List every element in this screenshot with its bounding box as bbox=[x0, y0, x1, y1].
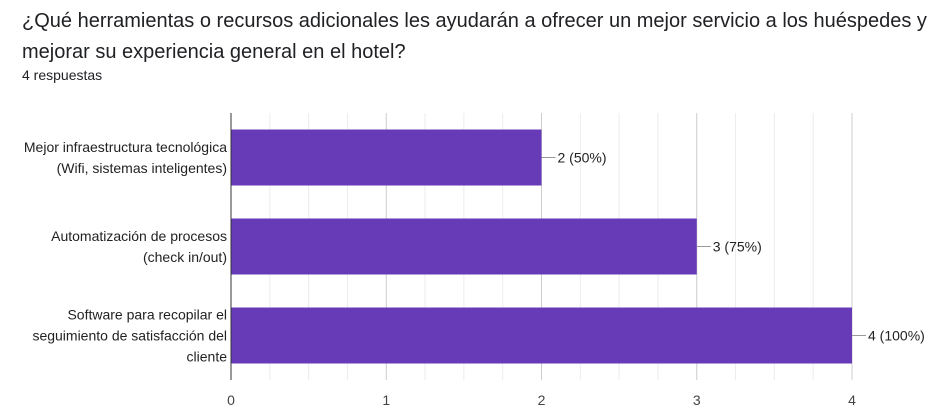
bar bbox=[231, 307, 852, 364]
bars bbox=[231, 129, 852, 364]
category-label-line: Software para recopilar el bbox=[67, 307, 227, 323]
category-label-line: Mejor infraestructura tecnológica bbox=[24, 139, 227, 155]
x-tick-label: 4 bbox=[848, 392, 856, 408]
category-label-line: seguimiento de satisfacción del bbox=[32, 328, 227, 344]
category-label-line: (check in/out) bbox=[143, 249, 227, 265]
category-label-line: (Wifi, sistemas inteligentes) bbox=[57, 160, 227, 176]
x-tick-label: 3 bbox=[693, 392, 701, 408]
bar bbox=[231, 218, 697, 275]
category-label: Mejor infraestructura tecnológica (Wifi, … bbox=[24, 139, 227, 176]
x-tick-label: 1 bbox=[382, 392, 390, 408]
question-title: ¿Qué herramientas o recursos adicionales… bbox=[22, 10, 927, 63]
labels: 0 1 2 3 4 2 (50%) Mejor infraestructura tecnol… bbox=[24, 139, 925, 408]
category-label: Software para recopilar el seguimiento de… bbox=[32, 307, 227, 365]
x-tick-label: 2 bbox=[538, 392, 546, 408]
bar bbox=[231, 129, 542, 186]
category-label-line: cliente bbox=[187, 349, 228, 365]
category-label-line: Automatización de procesos bbox=[51, 228, 227, 244]
data-label: 3 (75%) bbox=[713, 239, 762, 255]
data-label: 4 (100%) bbox=[868, 328, 925, 344]
response-count: 4 respuestas bbox=[22, 67, 103, 83]
data-label: 2 (50%) bbox=[558, 150, 607, 166]
x-tick-label: 0 bbox=[227, 392, 235, 408]
category-label: Automatización de procesos (check in/out) bbox=[51, 228, 227, 265]
